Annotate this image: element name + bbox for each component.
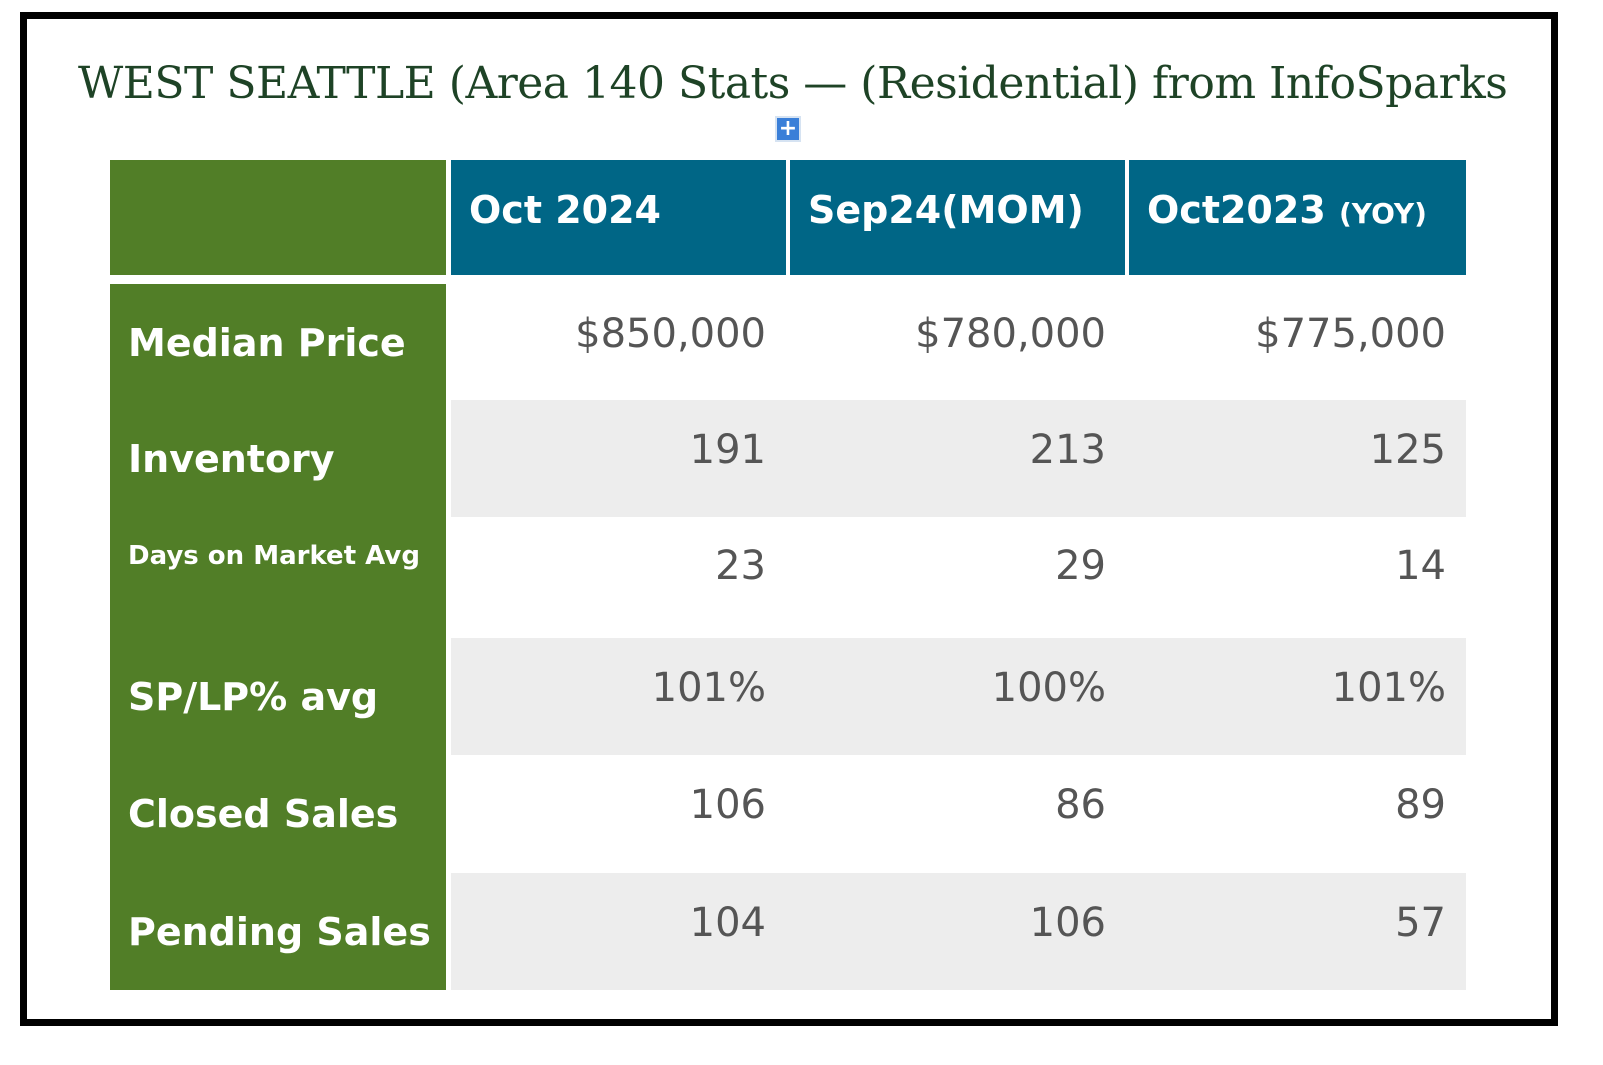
table-cell: $850,000 xyxy=(575,311,766,357)
row-label: Median Price xyxy=(128,320,406,365)
row-label: Days on Market Avg xyxy=(128,541,420,571)
table-cell: 100% xyxy=(991,665,1106,711)
table-cell: 57 xyxy=(1395,900,1446,946)
row-background xyxy=(451,638,1466,755)
column-header-oct-2024: Oct 2024 xyxy=(451,160,786,275)
column-header-sublabel: (YOY) xyxy=(1339,197,1427,230)
column-header-label: Oct 2024 xyxy=(469,188,661,232)
table-cell: 104 xyxy=(689,900,766,946)
add-button[interactable]: + xyxy=(775,116,801,142)
table-cell: 101% xyxy=(651,665,766,711)
table-cell: 191 xyxy=(689,427,766,473)
row-background xyxy=(451,873,1466,990)
table-row-days-on-market: Days on Market Avg 23 29 14 xyxy=(110,516,1466,633)
table-row-pending-sales: Pending Sales 104 106 57 xyxy=(110,873,1466,990)
table-cell: 213 xyxy=(1029,427,1106,473)
table-cell: 14 xyxy=(1395,543,1446,589)
table-cell: 86 xyxy=(1055,782,1106,828)
table-cell: 125 xyxy=(1369,427,1446,473)
table-cell: $780,000 xyxy=(915,311,1106,357)
row-label: Pending Sales xyxy=(128,909,431,954)
table-cell: 29 xyxy=(1055,543,1106,589)
row-label: SP/LP% avg xyxy=(128,674,379,719)
table-cell: 106 xyxy=(689,782,766,828)
column-header-label: Sep24(MOM) xyxy=(808,188,1084,232)
column-header-oct2023-yoy: Oct2023 (YOY) xyxy=(1129,160,1466,275)
row-label: Inventory xyxy=(128,436,335,481)
row-label-column xyxy=(110,284,446,990)
table-cell: $775,000 xyxy=(1255,311,1446,357)
table-cell: 106 xyxy=(1029,900,1106,946)
stats-table: Oct 2024 Sep24(MOM) Oct2023 (YOY) Median… xyxy=(110,160,1466,990)
column-header-label: Oct2023 xyxy=(1147,188,1326,232)
page-title: WEST SEATTLE (Area 140 Stats — (Resident… xyxy=(78,58,1508,109)
header-corner-cell xyxy=(110,160,446,275)
column-header-sep24-mom: Sep24(MOM) xyxy=(790,160,1125,275)
table-cell: 101% xyxy=(1331,665,1446,711)
table-row-closed-sales: Closed Sales 106 86 89 xyxy=(110,755,1466,872)
table-row-median-price: Median Price $850,000 $780,000 $775,000 xyxy=(110,284,1466,401)
row-background xyxy=(451,400,1466,517)
table-cell: 23 xyxy=(715,543,766,589)
row-label: Closed Sales xyxy=(128,791,399,836)
table-row-inventory: Inventory 191 213 125 xyxy=(110,400,1466,517)
table-cell: 89 xyxy=(1395,782,1446,828)
table-row-sp-lp: SP/LP% avg 101% 100% 101% xyxy=(110,638,1466,755)
